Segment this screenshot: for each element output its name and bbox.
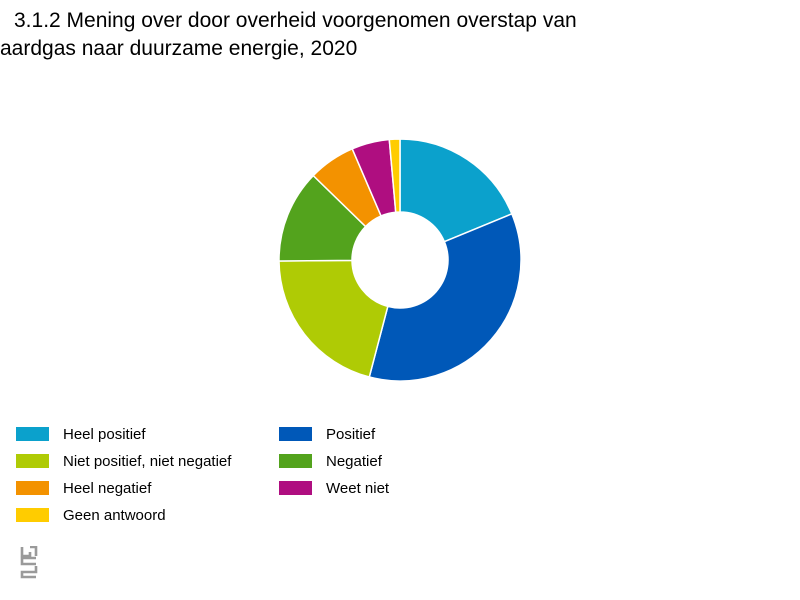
legend-label: Niet positief, niet negatief: [63, 452, 232, 470]
legend-item: Negatief: [279, 451, 382, 471]
legend-swatch: [16, 508, 49, 522]
donut-slice-heel-positief: [399, 138, 513, 243]
legend-swatch: [279, 481, 312, 495]
donut-chart: [278, 138, 522, 382]
cbs-logo-icon: [20, 546, 38, 579]
legend-item: Niet positief, niet negatief: [16, 451, 231, 471]
legend-swatch: [16, 427, 49, 441]
chart-title-line-1: 3.1.2 Mening over door overheid voorgeno…: [14, 9, 577, 32]
legend-label: Negatief: [326, 452, 382, 470]
legend-item: Heel positief: [16, 424, 146, 444]
donut-slice-niet-positief-niet-negatief: [278, 259, 389, 378]
legend-label: Weet niet: [326, 479, 390, 497]
legend-label: Positief: [326, 425, 376, 443]
legend-item: Positief: [279, 424, 375, 444]
legend-item: Weet niet: [279, 478, 389, 498]
legend-swatch: [279, 454, 312, 468]
chart-title: 3.1.2 Mening over door overheid voorgeno…: [0, 7, 714, 63]
legend-label: Heel negatief: [63, 479, 152, 497]
donut-slice-geen-antwoord: [388, 138, 401, 214]
legend-item: Heel negatief: [16, 478, 151, 498]
legend-label: Geen antwoord: [63, 506, 166, 524]
legend-label: Heel positief: [63, 425, 146, 443]
donut-slice-positief: [368, 212, 522, 382]
legend-swatch: [16, 454, 49, 468]
legend-swatch: [16, 481, 49, 495]
chart-title-line-2: aardgas naar duurzame energie, 2020: [0, 37, 358, 60]
legend-item: Geen antwoord: [16, 505, 166, 525]
legend-swatch: [279, 427, 312, 441]
